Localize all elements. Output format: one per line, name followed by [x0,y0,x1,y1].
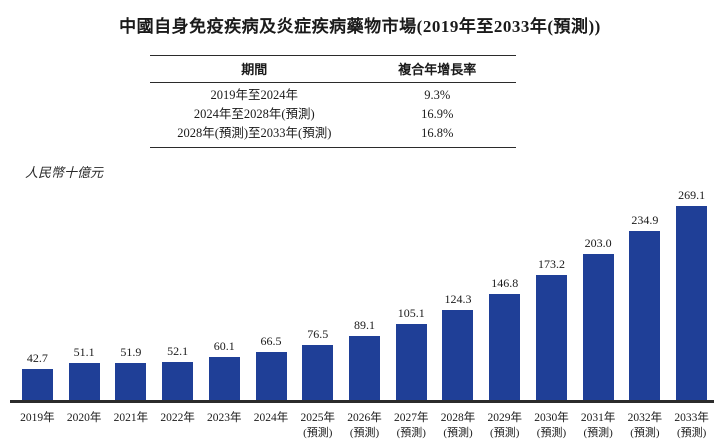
x-axis-label: 2027年 (預測) [393,412,429,439]
bar-group: 105.1 [388,306,435,400]
x-axis-label: 2020年 [66,412,102,424]
bar-value-label: 76.5 [307,327,329,341]
x-axis-label: 2024年 [253,412,289,424]
bar [442,310,474,400]
bar-value-label: 146.8 [491,276,519,290]
x-axis-label: 2031年 (預測) [580,412,616,439]
cagr-cell: 9.3% [424,88,451,102]
bar-value-label: 105.1 [397,306,425,320]
x-axis-label: 2032年 (預測) [627,412,663,439]
bar-group: 42.7 [14,351,61,400]
table-row: 2024年至2028年(預測) 16.9% [150,105,516,124]
bar [68,363,100,400]
period-cell: 2028年(預測)至2033年(預測) [177,125,332,140]
bar-group: 269.1 [668,188,715,400]
bar-value-label: 234.9 [631,213,659,227]
bar [115,363,147,400]
bar [21,369,53,400]
bar-value-label: 173.2 [537,257,565,271]
bar-group: 66.5 [248,334,295,400]
bar [395,324,427,400]
page-title: 中國自身免疫疾病及炎症疾病藥物市場(2019年至2033年(預測)) [119,17,601,36]
bar [208,357,240,400]
period-cell: 2024年至2028年(預測) [193,106,315,121]
table-row: 2028年(預測)至2033年(預測) 16.8% [150,124,516,147]
bar [302,345,334,400]
bar-group: 124.3 [435,292,482,400]
bar [629,231,661,400]
x-axis-label: 2023年 [207,412,242,424]
bar-group: 203.0 [575,236,622,400]
bar-value-label: 52.1 [167,344,189,358]
bar-value-label: 51.1 [73,345,95,359]
bar-group: 51.9 [107,345,154,400]
bar-value-label: 89.1 [354,318,375,332]
cagr-cell: 16.8% [421,125,454,140]
bar-group: 89.1 [341,318,388,400]
bar [349,336,380,400]
x-axis-label: 2030年 (預測) [534,412,569,439]
bar-value-label: 60.1 [213,339,235,353]
cagr-cell: 16.9% [421,106,454,121]
table-header-period: 期間 [150,55,359,83]
cagr-table: 期間 複合年增長率 2019年至2024年 9.3% 2024年至2028年(預… [150,55,516,148]
bar [535,275,567,400]
bar-value-label: 269.1 [678,188,706,202]
bar-value-label: 42.7 [26,351,48,365]
bar-value-label: 51.9 [120,345,142,359]
x-axis-label: 2033年 (預測) [674,412,709,439]
bar-group: 146.8 [481,276,528,400]
bar-value-label: 124.3 [444,292,472,306]
x-axis-label: 2022年 [160,412,195,424]
bar [582,254,614,400]
bar-group: 173.2 [528,257,575,400]
bar-group: 234.9 [622,213,669,400]
bar-group: 51.1 [61,345,108,400]
x-axis-label: 2021年 [113,412,149,424]
x-axis-label: 2028年 (預測) [440,412,476,439]
x-axis-label: 2026年 (預測) [347,412,382,439]
bars-area: 42.7 51.1 51.9 52.1 60.1 66.5 76.5 89.1 105.1 124… [14,188,715,400]
x-axis-label: 2019年 [20,412,55,424]
x-axis-label: 2025年 (預測) [300,412,336,439]
bar [255,352,287,400]
bar-chart: 42.7 51.1 51.9 52.1 60.1 66.5 76.5 89.1 105.1 124… [0,185,720,446]
x-axis-label: 2029年 (預測) [487,412,522,439]
table-header-cagr: 複合年增長率 [358,55,516,83]
bar-group: 76.5 [294,327,341,400]
bar [489,294,521,400]
bar [162,362,194,400]
bar-group: 60.1 [201,339,248,400]
table-header-row: 期間 複合年增長率 [150,55,516,83]
y-axis-unit-label: 人民幣十億元 [25,165,104,180]
period-cell: 2019年至2024年 [210,88,299,102]
bar-value-label: 203.0 [584,236,612,250]
bar-value-label: 66.5 [260,334,282,348]
bar-group: 52.1 [154,344,201,400]
bar [676,206,708,400]
x-axis-line [10,399,714,403]
table-row: 2019年至2024年 9.3% [150,83,516,105]
x-axis-labels: 2019年 2020年 2021年 2022年 2023年 2024年 2025年 (預測) 2… [14,406,715,446]
